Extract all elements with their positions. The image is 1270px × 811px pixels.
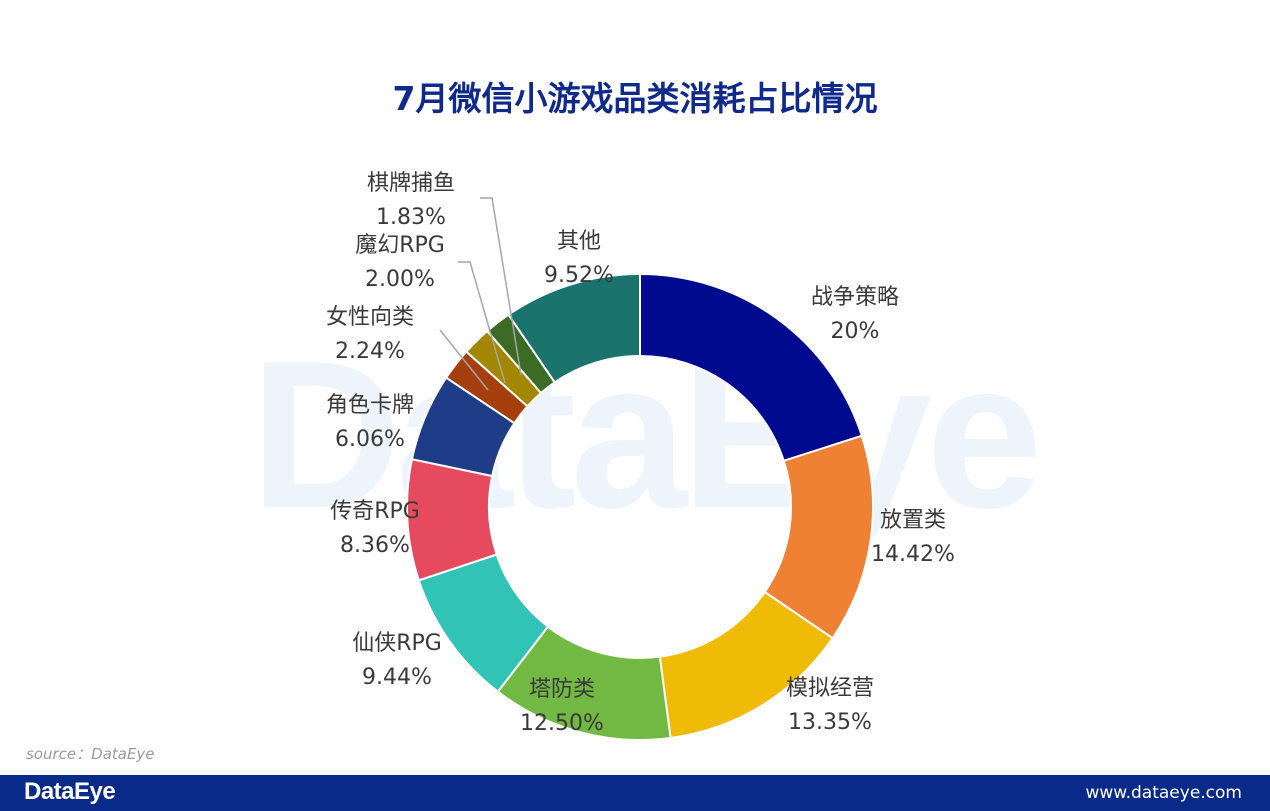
slice-label-2: 模拟经营 xyxy=(786,676,874,701)
slice-value-6: 6.06% xyxy=(335,427,405,452)
slice-label-4: 仙侠RPG xyxy=(352,631,442,656)
slice-label-3: 塔防类 xyxy=(529,677,595,702)
slice-value-10: 9.52% xyxy=(544,263,614,288)
donut-slices xyxy=(406,272,874,741)
slice-value-0: 20% xyxy=(831,319,880,344)
slice-label-10: 其他 xyxy=(557,229,601,254)
leader-lines xyxy=(439,197,522,391)
slice-value-7: 2.24% xyxy=(335,339,405,364)
watermark: DataEye xyxy=(250,317,1043,552)
slice-label-8: 魔幻RPG xyxy=(355,233,445,258)
chart-title: 7月微信小游戏品类消耗占比情况 xyxy=(392,79,878,118)
slice-label-7: 女性向类 xyxy=(326,305,414,330)
slice-labels: 战争策略 20% 放置类 14.42% 模拟经营 13.35% 塔防类 12.50% 仙侠RPG… xyxy=(326,171,955,736)
slice-label-0: 战争策略 xyxy=(811,285,899,310)
slice-value-2: 13.35% xyxy=(788,710,872,735)
slice-value-5: 8.36% xyxy=(340,533,410,558)
slice-label-5: 传奇RPG xyxy=(330,499,420,524)
footer-url[interactable]: www.dataeye.com xyxy=(1085,783,1242,803)
donut-chart: 战争策略 20% 放置类 14.42% 模拟经营 13.35% 塔防类 12.50% 仙侠RPG… xyxy=(326,171,955,741)
slice-label-6: 角色卡牌 xyxy=(326,393,414,418)
footer-bar: DataEye www.dataeye.com xyxy=(0,775,1270,811)
slice-value-3: 12.50% xyxy=(520,711,604,736)
slice-value-1: 14.42% xyxy=(871,542,955,567)
slice-label-1: 放置类 xyxy=(880,508,946,533)
slice-value-8: 2.00% xyxy=(365,267,435,292)
slice-label-9: 棋牌捕鱼 xyxy=(367,171,455,196)
source-note: source：DataEye xyxy=(26,745,155,763)
leader-line-7 xyxy=(439,329,489,391)
footer-brand-logo: DataEye xyxy=(24,778,116,805)
slice-value-9: 1.83% xyxy=(376,205,446,230)
leader-line-8 xyxy=(458,261,506,384)
donut-slice-10 xyxy=(507,272,641,384)
donut-slice-0 xyxy=(639,272,864,463)
leader-line-9 xyxy=(480,197,522,376)
slice-value-4: 9.44% xyxy=(362,665,432,690)
